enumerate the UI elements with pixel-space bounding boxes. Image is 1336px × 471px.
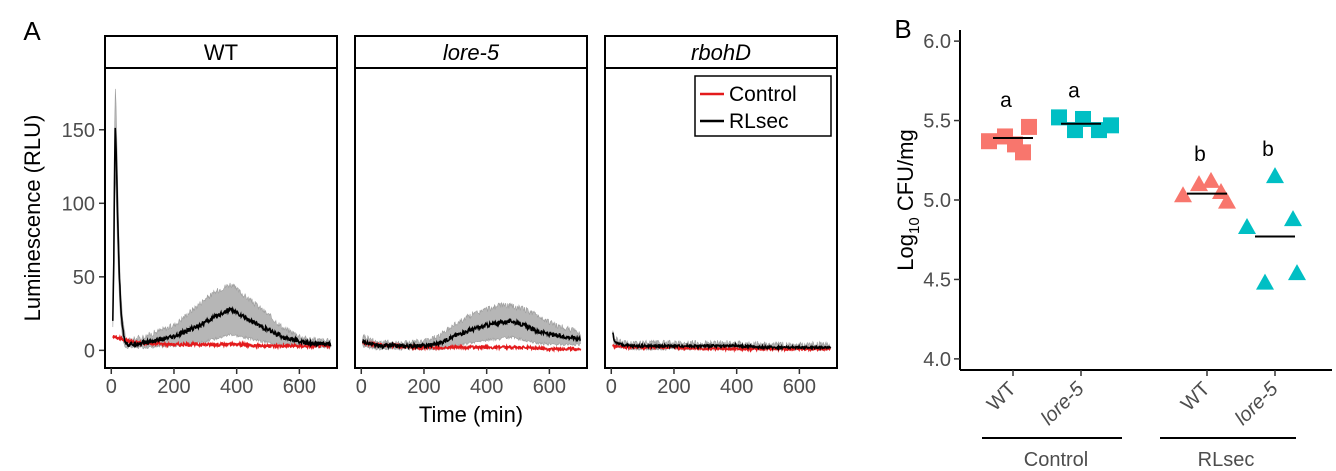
x-tick-label: 200 [407,376,440,398]
data-point [1051,109,1067,126]
y-axis-title-sub: 10 [906,217,923,234]
group-RLsec-WT: b WT [1174,143,1236,416]
y-axis-title-part: Log [893,234,918,271]
y-tick-label: 150 [62,120,95,142]
x-tick-label: 0 [356,376,367,398]
facet-label: lore-5 [443,40,500,65]
data-point [1174,186,1192,203]
series-line-RLsec [112,127,332,348]
plot-frame [104,67,338,369]
x-axis-title: Time (min) [419,402,523,427]
facet-lore-5: lore-5 0 200 400 600 [354,35,588,398]
y-tick-label: 6.0 [923,31,951,53]
y-axis-title-part: CFU/mg [893,129,918,217]
group-RLsec-lore-5: b lore-5 [1231,138,1306,430]
legend-label: RLsec [729,110,789,133]
data-point [1256,273,1274,290]
facet-strip [104,35,338,69]
data-point [1238,218,1256,235]
x-tick-label: 200 [157,376,190,398]
plot-frame [604,67,838,369]
y-tick-label: 5.5 [923,111,951,133]
x-tick-label: 600 [533,376,566,398]
facet-rbohD: rbohD 0 200 400 600 [604,35,838,398]
panel-b: B 4.0 4.5 5.0 5.5 6.0 Log10 CFU/mg a WT a lore-5 b W… [893,14,1332,471]
x-tick-label: WT [983,378,1021,416]
group-label: RLsec [1198,449,1255,471]
panel-a: A 0 50 100 150 Luminescence (RLU) WT 0 200 400 600… [20,16,838,427]
significance-letter: b [1194,143,1206,166]
data-point [1212,183,1230,200]
data-point [1284,210,1302,227]
panel-letter-b: B [894,14,911,44]
x-tick-label: lore-5 [1231,377,1283,429]
data-point [1021,118,1037,135]
facet-label: WT [204,40,238,65]
x-tick-label: 400 [720,376,753,398]
legend-label: Control [729,83,797,106]
group-Control-WT: a WT [981,89,1037,416]
facet-label: rbohD [691,40,751,65]
facet-WT: WT 0 200 400 600 [104,35,338,398]
y-tick-label: 5.0 [923,190,951,212]
legend-box [694,75,832,137]
group-label: Control [1024,449,1088,471]
data-point [1266,167,1284,184]
significance-letter: a [1068,79,1080,102]
data-point [1218,192,1236,209]
x-tick-label: 600 [783,376,816,398]
y-tick-label: 4.5 [923,269,951,291]
significance-letter: b [1262,138,1274,161]
plot-frame [354,67,588,369]
panel-letter-a: A [23,16,41,46]
x-tick-label: 600 [283,376,316,398]
y-tick-label: 4.0 [923,349,951,371]
x-tick-label: 400 [470,376,503,398]
y-tick-label: 0 [84,340,95,362]
data-point [1202,171,1220,188]
data-point [1015,144,1031,161]
facet-strip [354,35,588,69]
ci-band-RLsec [362,301,581,352]
y-axis-title: Luminescence (RLU) [20,115,45,322]
series-line-RLsec [362,318,581,351]
y-axis-title: Log10 CFU/mg [893,129,923,270]
group-Control-lore-5: a lore-5 [1037,79,1119,430]
x-tick-label: lore-5 [1037,377,1089,429]
data-point [1288,264,1306,281]
x-tick-label: 0 [106,376,117,398]
data-point [981,133,997,150]
data-point [1103,117,1119,134]
x-tick-label: 200 [657,376,690,398]
significance-letter: a [1000,89,1012,112]
x-tick-label: 400 [220,376,253,398]
x-tick-label: 0 [606,376,617,398]
y-tick-label: 50 [73,267,95,289]
ci-band-RLsec [112,88,331,350]
y-tick-label: 100 [62,193,95,215]
x-tick-label: WT [1177,378,1215,416]
series-line-RLsec [612,332,832,352]
legend: Control RLsec [694,75,832,137]
